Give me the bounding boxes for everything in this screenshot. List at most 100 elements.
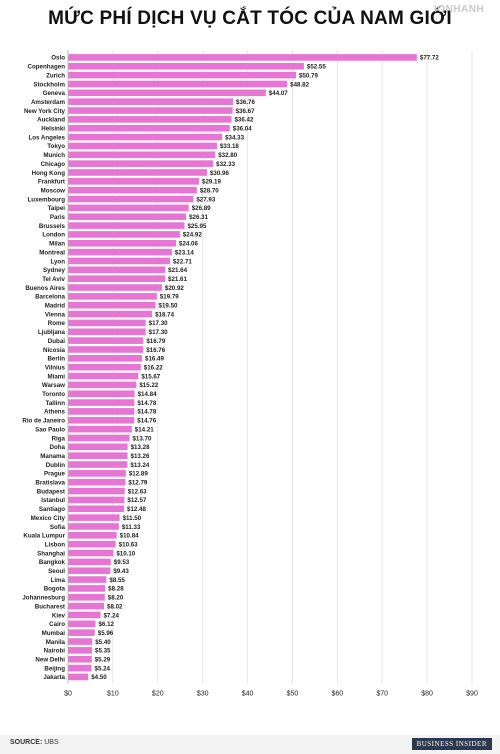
category-label: Tokyo xyxy=(47,143,65,150)
value-label: $23.14 xyxy=(175,249,194,256)
value-label: $6.12 xyxy=(98,621,114,628)
category-label: New York City xyxy=(24,108,66,115)
category-label: Johannesburg xyxy=(22,595,65,602)
category-label: Tallinn xyxy=(46,400,66,407)
category-label: Manila xyxy=(46,639,66,646)
category-label: Manama xyxy=(40,453,65,460)
value-label: $7.24 xyxy=(103,612,119,619)
value-label: $22.71 xyxy=(173,258,192,265)
value-label: $21.64 xyxy=(168,267,187,274)
category-label: Rio de Janeiro xyxy=(22,418,65,425)
bar xyxy=(68,470,126,477)
category-label: Ljubljana xyxy=(38,329,66,336)
bar xyxy=(68,611,101,619)
bar xyxy=(68,425,132,433)
bar xyxy=(68,266,166,274)
value-label: $11.33 xyxy=(122,524,141,531)
category-label: Copenhagen xyxy=(28,64,66,71)
value-label: $16.79 xyxy=(146,338,165,345)
bar xyxy=(68,416,135,424)
value-label: $44.07 xyxy=(269,90,288,97)
category-label: Bogota xyxy=(44,586,66,593)
bar xyxy=(68,593,105,601)
value-label: $8.20 xyxy=(108,595,124,602)
bar xyxy=(68,638,93,645)
value-label: $5.40 xyxy=(95,639,111,646)
value-label: $13.26 xyxy=(131,453,150,460)
bar xyxy=(68,275,166,282)
bar xyxy=(68,355,143,362)
bar xyxy=(68,257,170,265)
bar xyxy=(68,505,125,513)
bar xyxy=(68,452,128,459)
category-label: Lisbon xyxy=(45,541,65,548)
x-tick-label: $10 xyxy=(107,690,119,697)
bar xyxy=(68,116,232,123)
x-tick-label: $70 xyxy=(376,690,388,697)
category-label: Madrid xyxy=(45,303,66,310)
category-label: Helsinki xyxy=(41,126,65,133)
category-label: Cairo xyxy=(49,621,65,628)
value-label: $16.49 xyxy=(145,356,164,363)
category-label: Luxembourg xyxy=(28,196,66,203)
value-label: $21.61 xyxy=(168,276,187,283)
value-label: $9.43 xyxy=(113,568,129,575)
bar xyxy=(68,62,304,70)
value-label: $5.24 xyxy=(95,665,111,672)
bar xyxy=(68,514,120,521)
category-label: Taipei xyxy=(48,205,66,212)
category-label: Kiev xyxy=(52,612,66,619)
value-label: $24.92 xyxy=(183,232,202,239)
value-label: $4.50 xyxy=(91,674,107,681)
bar xyxy=(68,647,93,654)
bar xyxy=(68,248,172,256)
value-label: $20.92 xyxy=(165,285,184,292)
value-label: $48.82 xyxy=(290,81,309,88)
category-label: Dubai xyxy=(48,338,65,345)
value-label: $8.02 xyxy=(107,603,123,610)
bar xyxy=(68,328,146,336)
value-label: $24.06 xyxy=(179,241,198,248)
bar xyxy=(68,576,107,583)
bar xyxy=(68,151,216,159)
bar xyxy=(68,337,144,344)
category-label: Moscow xyxy=(41,187,66,194)
bar xyxy=(68,204,189,212)
category-label: Budapest xyxy=(37,488,65,495)
category-label: Doha xyxy=(50,444,66,451)
value-label: $12.79 xyxy=(128,480,147,487)
bar xyxy=(68,478,126,486)
category-label: Prague xyxy=(44,471,66,478)
bar xyxy=(68,496,125,504)
bar xyxy=(68,532,117,539)
value-label: $10.84 xyxy=(120,533,139,540)
category-label: Auckland xyxy=(37,117,65,124)
value-label: $15.22 xyxy=(139,382,158,389)
value-label: $33.18 xyxy=(220,143,239,150)
category-label: Miami xyxy=(47,373,65,380)
brand-logo: BUSINESS INSIDER xyxy=(411,738,492,750)
category-label: Santiago xyxy=(39,506,65,513)
category-label: Oslo xyxy=(51,55,65,62)
value-label: $28.70 xyxy=(200,187,219,194)
value-label: $10.63 xyxy=(119,541,138,548)
bar xyxy=(68,239,177,247)
x-tick-label: $90 xyxy=(466,690,478,697)
chart-title: MỨC PHÍ DỊCH VỤ CẮT TÓC CỦA NAM GIỚI xyxy=(48,8,452,29)
value-label: $26.31 xyxy=(189,214,208,221)
bar xyxy=(68,301,156,309)
category-label: Bucharest xyxy=(35,603,65,610)
category-label: Istanbul xyxy=(41,497,65,504)
value-label: $14.84 xyxy=(138,391,157,398)
bar xyxy=(68,71,296,79)
value-label: $13.28 xyxy=(131,444,150,451)
category-label: Sydney xyxy=(43,267,66,274)
bar xyxy=(68,222,185,229)
category-label: Montreal xyxy=(39,249,65,256)
bar xyxy=(68,372,139,380)
category-label: London xyxy=(42,232,65,239)
category-label: Amsterdam xyxy=(31,99,66,106)
category-label: Munich xyxy=(43,152,65,159)
category-label: New Delhi xyxy=(35,657,65,664)
value-label: $36.04 xyxy=(233,126,252,133)
